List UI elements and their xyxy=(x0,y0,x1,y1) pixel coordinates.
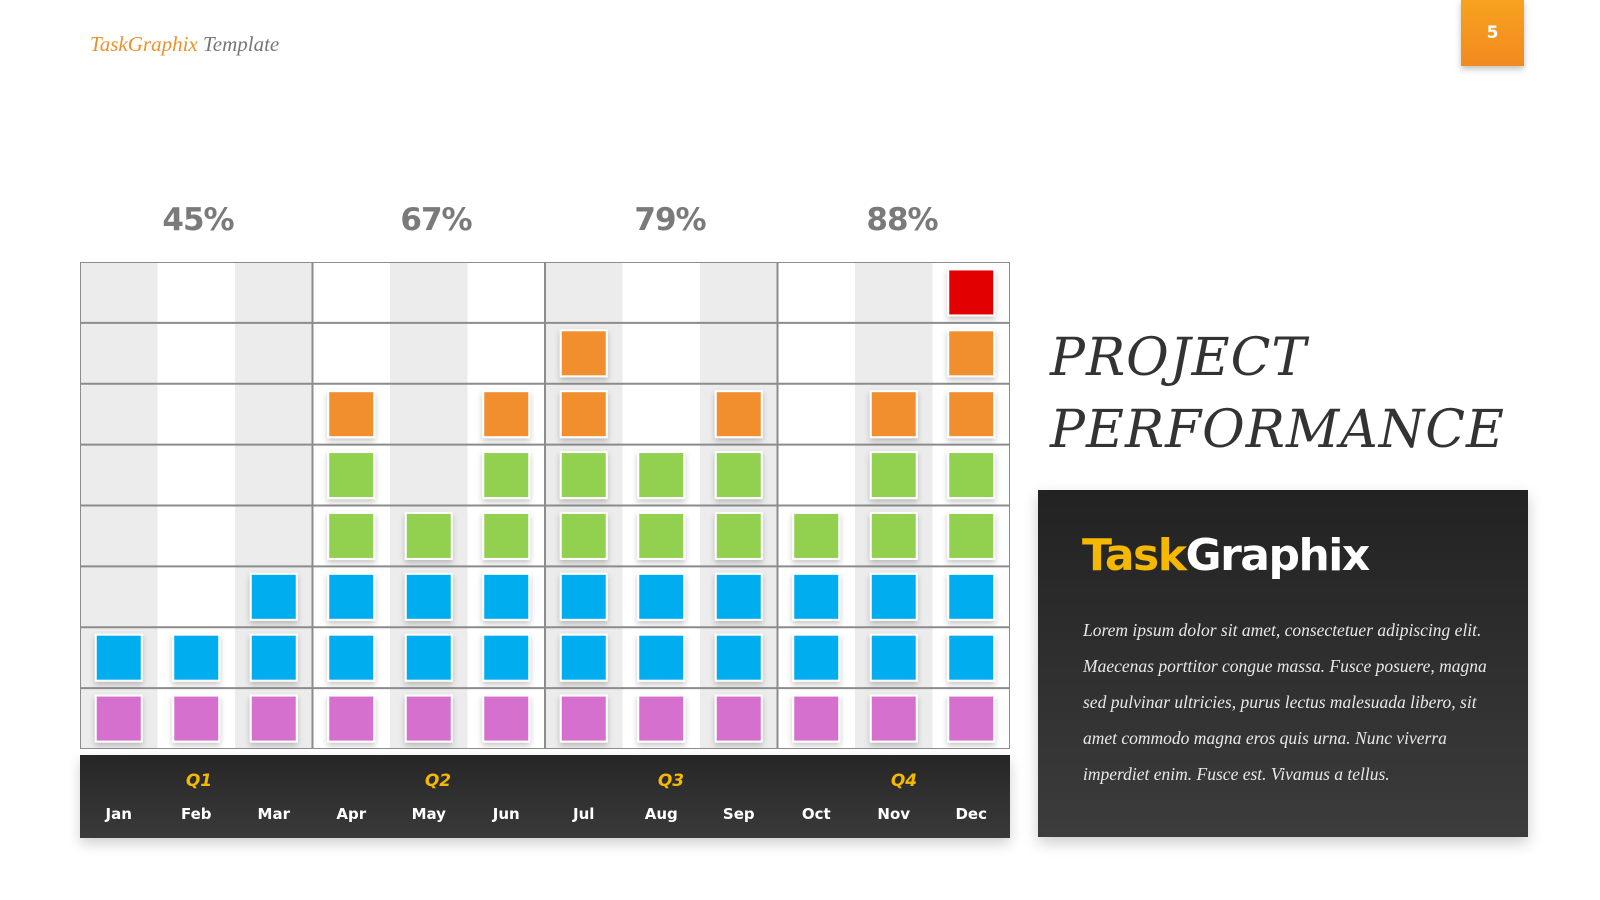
month-label-aug: Aug xyxy=(644,805,678,823)
bar-cell-aug-4 xyxy=(637,511,686,560)
month-label-apr: Apr xyxy=(336,805,367,823)
bar-cell-mar-3 xyxy=(249,572,298,621)
bar-cell-jul-7 xyxy=(559,329,608,378)
bar-cell-dec-1 xyxy=(947,694,996,743)
bar-cell-apr-2 xyxy=(327,633,376,682)
month-label-mar: Mar xyxy=(257,805,290,823)
month-label-nov: Nov xyxy=(877,805,911,823)
bar-cell-apr-6 xyxy=(327,390,376,439)
bar-cell-dec-8 xyxy=(947,268,996,317)
bar-cell-feb-1 xyxy=(172,694,221,743)
month-label-feb: Feb xyxy=(180,805,212,823)
bar-cell-dec-6 xyxy=(947,390,996,439)
performance-grid-chart xyxy=(80,262,1010,749)
bar-cell-sep-5 xyxy=(714,451,763,500)
bar-cell-jul-2 xyxy=(559,633,608,682)
bar-cell-oct-2 xyxy=(792,633,841,682)
quarter-percent-q1: 45% xyxy=(162,202,234,238)
info-title-part1: Task xyxy=(1082,530,1187,581)
bar-cell-may-4 xyxy=(404,511,453,560)
quarter-percent-q4: 88% xyxy=(866,202,938,238)
month-label-dec: Dec xyxy=(955,805,988,823)
bar-cell-jul-5 xyxy=(559,451,608,500)
grid-svg xyxy=(80,262,1010,749)
month-label-may: May xyxy=(411,805,446,823)
bar-cell-jul-1 xyxy=(559,694,608,743)
bar-cell-aug-5 xyxy=(637,451,686,500)
bar-cell-sep-3 xyxy=(714,572,763,621)
bar-cell-sep-4 xyxy=(714,511,763,560)
bar-cell-jun-5 xyxy=(482,451,531,500)
info-title-part2: Graphix xyxy=(1185,530,1370,581)
page-number-badge: 5 xyxy=(1461,0,1524,66)
bar-cell-oct-4 xyxy=(792,511,841,560)
title-line-2: PERFORMANCE xyxy=(1050,400,1506,460)
bar-cell-jan-1 xyxy=(94,694,143,743)
bar-cell-aug-2 xyxy=(637,633,686,682)
info-box-title: TaskGraphix xyxy=(1082,530,1370,581)
slide-title: PROJECT PERFORMANCE xyxy=(1050,322,1570,466)
bar-cell-dec-7 xyxy=(947,329,996,378)
bar-cell-nov-6 xyxy=(869,390,918,439)
bar-cell-aug-3 xyxy=(637,572,686,621)
quarter-label-q3: Q3 xyxy=(657,771,685,791)
brand-secondary: Template xyxy=(197,32,280,56)
bar-cell-sep-2 xyxy=(714,633,763,682)
bar-cell-jul-6 xyxy=(559,390,608,439)
bar-cell-mar-1 xyxy=(249,694,298,743)
bar-cell-dec-4 xyxy=(947,511,996,560)
bar-cell-jun-6 xyxy=(482,390,531,439)
bar-cell-nov-3 xyxy=(869,572,918,621)
brand-header: TaskGraphix Template xyxy=(90,32,279,57)
bar-cell-mar-2 xyxy=(249,633,298,682)
bar-cell-jun-3 xyxy=(482,572,531,621)
month-label-oct: Oct xyxy=(801,805,831,823)
month-axis-bar xyxy=(80,755,1010,838)
bar-cell-apr-4 xyxy=(327,511,376,560)
bar-cell-nov-1 xyxy=(869,694,918,743)
quarter-percent-q2: 67% xyxy=(400,202,472,238)
info-box-body: Lorem ipsum dolor sit amet, consectetuer… xyxy=(1083,620,1487,784)
quarter-label-q4: Q4 xyxy=(890,771,918,791)
bar-cell-dec-2 xyxy=(947,633,996,682)
bar-cell-oct-1 xyxy=(792,694,841,743)
bar-cell-jul-4 xyxy=(559,511,608,560)
bar-cell-apr-3 xyxy=(327,572,376,621)
title-line-1: PROJECT xyxy=(1050,328,1308,388)
bar-cell-feb-2 xyxy=(172,633,221,682)
bar-cell-nov-5 xyxy=(869,451,918,500)
bar-cell-may-1 xyxy=(404,694,453,743)
bar-cell-apr-1 xyxy=(327,694,376,743)
month-label-jun: Jun xyxy=(492,805,520,823)
info-box: TaskGraphix Lorem ipsum dolor sit amet, … xyxy=(1038,490,1528,837)
bar-cell-oct-3 xyxy=(792,572,841,621)
bar-cell-jun-4 xyxy=(482,511,531,560)
month-label-jan: Jan xyxy=(105,805,132,823)
bar-cell-may-2 xyxy=(404,633,453,682)
bar-cell-sep-6 xyxy=(714,390,763,439)
brand-primary: TaskGraphix xyxy=(90,32,198,56)
bar-cell-sep-1 xyxy=(714,694,763,743)
bar-cell-dec-3 xyxy=(947,572,996,621)
bar-cell-may-3 xyxy=(404,572,453,621)
bar-cell-aug-1 xyxy=(637,694,686,743)
quarter-percent-q3: 79% xyxy=(634,202,706,238)
bar-cell-jul-3 xyxy=(559,572,608,621)
bar-cell-nov-4 xyxy=(869,511,918,560)
quarter-label-q2: Q2 xyxy=(424,771,452,791)
bar-cell-apr-5 xyxy=(327,451,376,500)
bar-cell-jun-1 xyxy=(482,694,531,743)
quarter-label-q1: Q1 xyxy=(185,771,213,791)
month-label-sep: Sep xyxy=(722,805,755,823)
bar-cell-dec-5 xyxy=(947,451,996,500)
bar-cell-jun-2 xyxy=(482,633,531,682)
bar-cell-nov-2 xyxy=(869,633,918,682)
bar-cell-jan-2 xyxy=(94,633,143,682)
month-label-jul: Jul xyxy=(573,805,595,823)
